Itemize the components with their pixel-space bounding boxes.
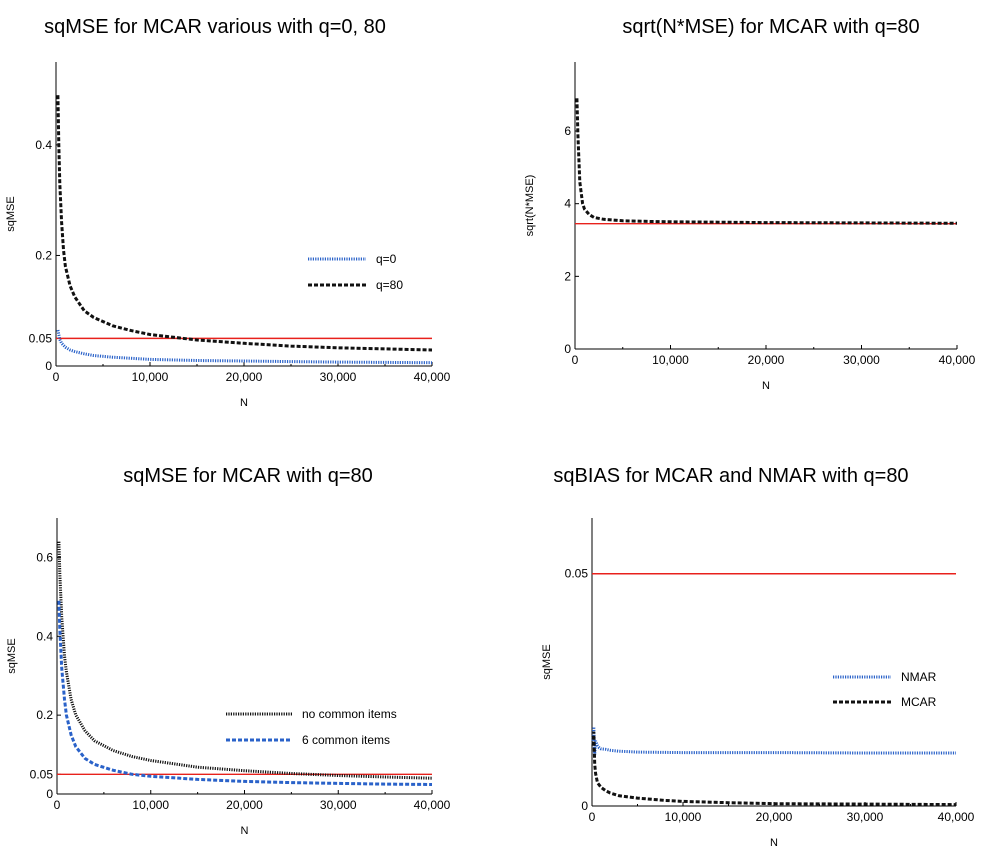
series-line (56, 329, 433, 365)
y-tick-label: 0.2 (36, 708, 53, 722)
chart-panel-top-right: sqrt(N*MSE) for MCAR with q=80 0 10,000 20,… (491, 0, 982, 424)
y-axis-label: sqMSE (5, 196, 17, 231)
x-tick-label: 40,000 (414, 370, 451, 384)
x-tick-label: 0 (54, 798, 61, 812)
x-tick-label: 30,000 (320, 798, 357, 812)
x-tick-label: 40,000 (939, 353, 976, 367)
y-tick-label: 0 (45, 359, 52, 373)
chart-title: sqMSE for MCAR various with q=0, 80 (44, 16, 386, 38)
y-tick-label: 6 (564, 124, 571, 138)
chart-sqmse-common-items: sqMSE for MCAR with q=80 0 10,000 20,000 30,… (6, 465, 451, 837)
x-axis-label: N (770, 837, 778, 848)
x-axis-label: N (762, 380, 770, 392)
y-tick-label: 4 (564, 197, 571, 211)
chart-sqmse-q0-q80: sqMSE for MCAR various with q=0, 80 0 10,0… (5, 16, 451, 409)
y-tick-label: 0.05 (29, 331, 53, 345)
y-tick-label: 2 (564, 269, 571, 283)
y-axis-label: sqMSE (6, 638, 18, 673)
chart-sqbias-mcar-nmar: sqBIAS for MCAR and NMAR with q=80 0 10,00… (541, 465, 975, 848)
x-tick-label: 40,000 (938, 810, 975, 824)
series-line (56, 95, 433, 352)
legend-label: MCAR (901, 695, 937, 709)
chart-panel-top-left: sqMSE for MCAR various with q=0, 80 0 10,0… (0, 0, 491, 424)
legend-label: q=0 (376, 252, 397, 266)
y-axis-label: sqMSE (541, 644, 553, 679)
series-line (591, 726, 956, 755)
legend-label: no common items (302, 707, 397, 721)
chart-title: sqBIAS for MCAR and NMAR with q=80 (553, 465, 908, 487)
x-axis-label: N (240, 397, 248, 409)
legend-label: NMAR (901, 670, 937, 684)
chart-panel-bottom-right: sqBIAS for MCAR and NMAR with q=80 0 10,00… (491, 424, 982, 848)
series-line (57, 600, 433, 786)
y-tick-label: 0.4 (35, 138, 52, 152)
x-axis-label: N (241, 825, 249, 837)
y-tick-label: 0.05 (30, 767, 54, 781)
legend-label: q=80 (376, 278, 403, 292)
x-tick-label: 10,000 (132, 370, 169, 384)
x-tick-label: 10,000 (652, 353, 689, 367)
chart-title: sqMSE for MCAR with q=80 (123, 465, 373, 487)
y-tick-label: 0.05 (565, 567, 589, 581)
series-line (591, 731, 957, 807)
x-tick-label: 40,000 (414, 798, 451, 812)
x-tick-label: 30,000 (320, 370, 357, 384)
y-axis-label: sqrt(N*MSE) (524, 175, 536, 237)
x-tick-label: 20,000 (226, 798, 263, 812)
x-tick-label: 20,000 (748, 353, 785, 367)
x-tick-label: 30,000 (847, 810, 884, 824)
x-tick-label: 20,000 (226, 370, 263, 384)
x-tick-label: 30,000 (843, 353, 880, 367)
y-tick-label: 0 (581, 799, 588, 813)
x-tick-label: 20,000 (756, 810, 793, 824)
chart-sqrt-n-mse: sqrt(N*MSE) for MCAR with q=80 0 10,000 20,… (524, 16, 976, 392)
series-line (575, 98, 958, 225)
chart-title: sqrt(N*MSE) for MCAR with q=80 (622, 16, 919, 38)
x-tick-label: 0 (53, 370, 60, 384)
y-tick-label: 0 (46, 787, 53, 801)
legend-label: 6 common items (302, 733, 390, 747)
x-tick-label: 10,000 (132, 798, 169, 812)
y-tick-label: 0.6 (36, 550, 53, 564)
y-tick-label: 0.2 (35, 248, 52, 262)
y-tick-label: 0 (564, 342, 571, 356)
x-tick-label: 0 (572, 353, 579, 367)
x-tick-label: 0 (589, 810, 596, 824)
series-line (57, 541, 433, 780)
chart-panel-bottom-left: sqMSE for MCAR with q=80 0 10,000 20,000 30,… (0, 424, 491, 848)
y-tick-label: 0.4 (36, 629, 53, 643)
x-tick-label: 10,000 (665, 810, 702, 824)
